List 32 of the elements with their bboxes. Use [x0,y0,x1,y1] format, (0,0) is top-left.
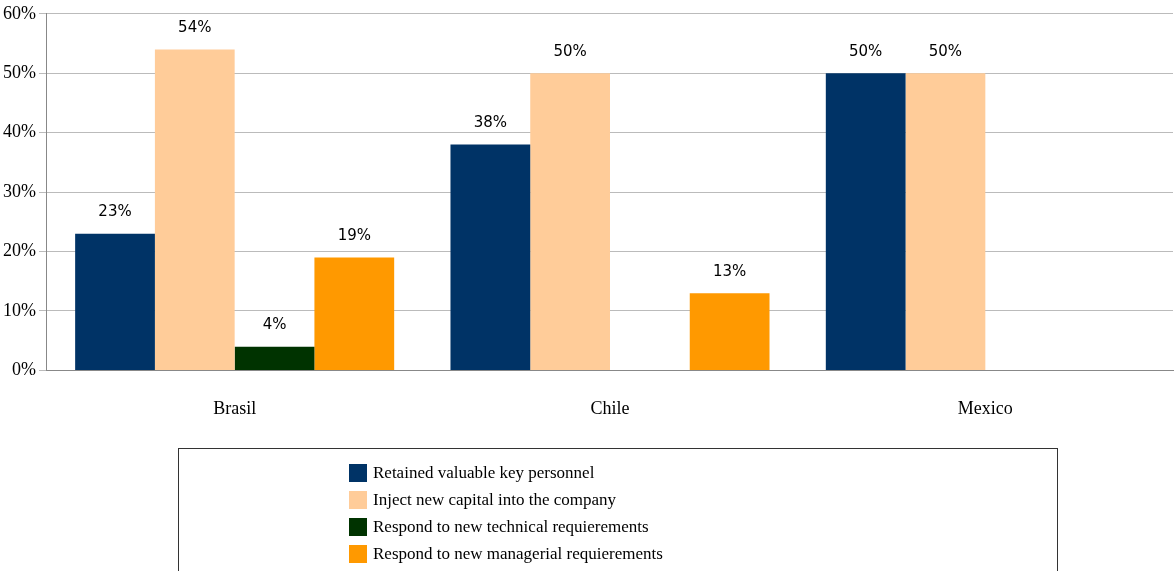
y-tick-label: 20% [2,240,36,261]
bar [75,233,155,370]
bar [314,257,395,370]
bar [234,346,315,370]
bar [450,144,531,370]
data-label: 38% [473,112,508,131]
y-tick-label: 0% [11,359,36,380]
x-tick-label: Mexico [957,397,1013,418]
data-label: 50% [928,41,963,60]
data-label: 50% [849,41,883,60]
y-tick-label: 60% [2,2,36,23]
bar [154,49,235,370]
bar [530,73,610,370]
data-label: 13% [712,261,747,280]
y-tick-label: 40% [2,121,36,142]
x-tick-label: Chile [590,397,630,418]
data-label: 19% [337,225,371,244]
bar [905,73,986,370]
x-tick-label: Brasil [213,397,257,418]
legend-label: Respond to new technical requierements [373,516,649,537]
data-label: 54% [178,17,212,36]
legend-label: Inject new capital into the company [373,489,617,510]
legend-label: Respond to new managerial requierements [373,543,663,564]
bar [825,73,906,370]
data-label: 23% [98,202,132,221]
data-label: 4% [262,315,287,334]
bar [689,293,770,370]
y-tick-label: 30% [2,180,36,201]
y-tick-label: 10% [2,299,36,320]
legend-label: Retained valuable key personnel [373,462,595,483]
y-tick-label: 50% [2,61,36,82]
data-label: 50% [553,41,587,60]
